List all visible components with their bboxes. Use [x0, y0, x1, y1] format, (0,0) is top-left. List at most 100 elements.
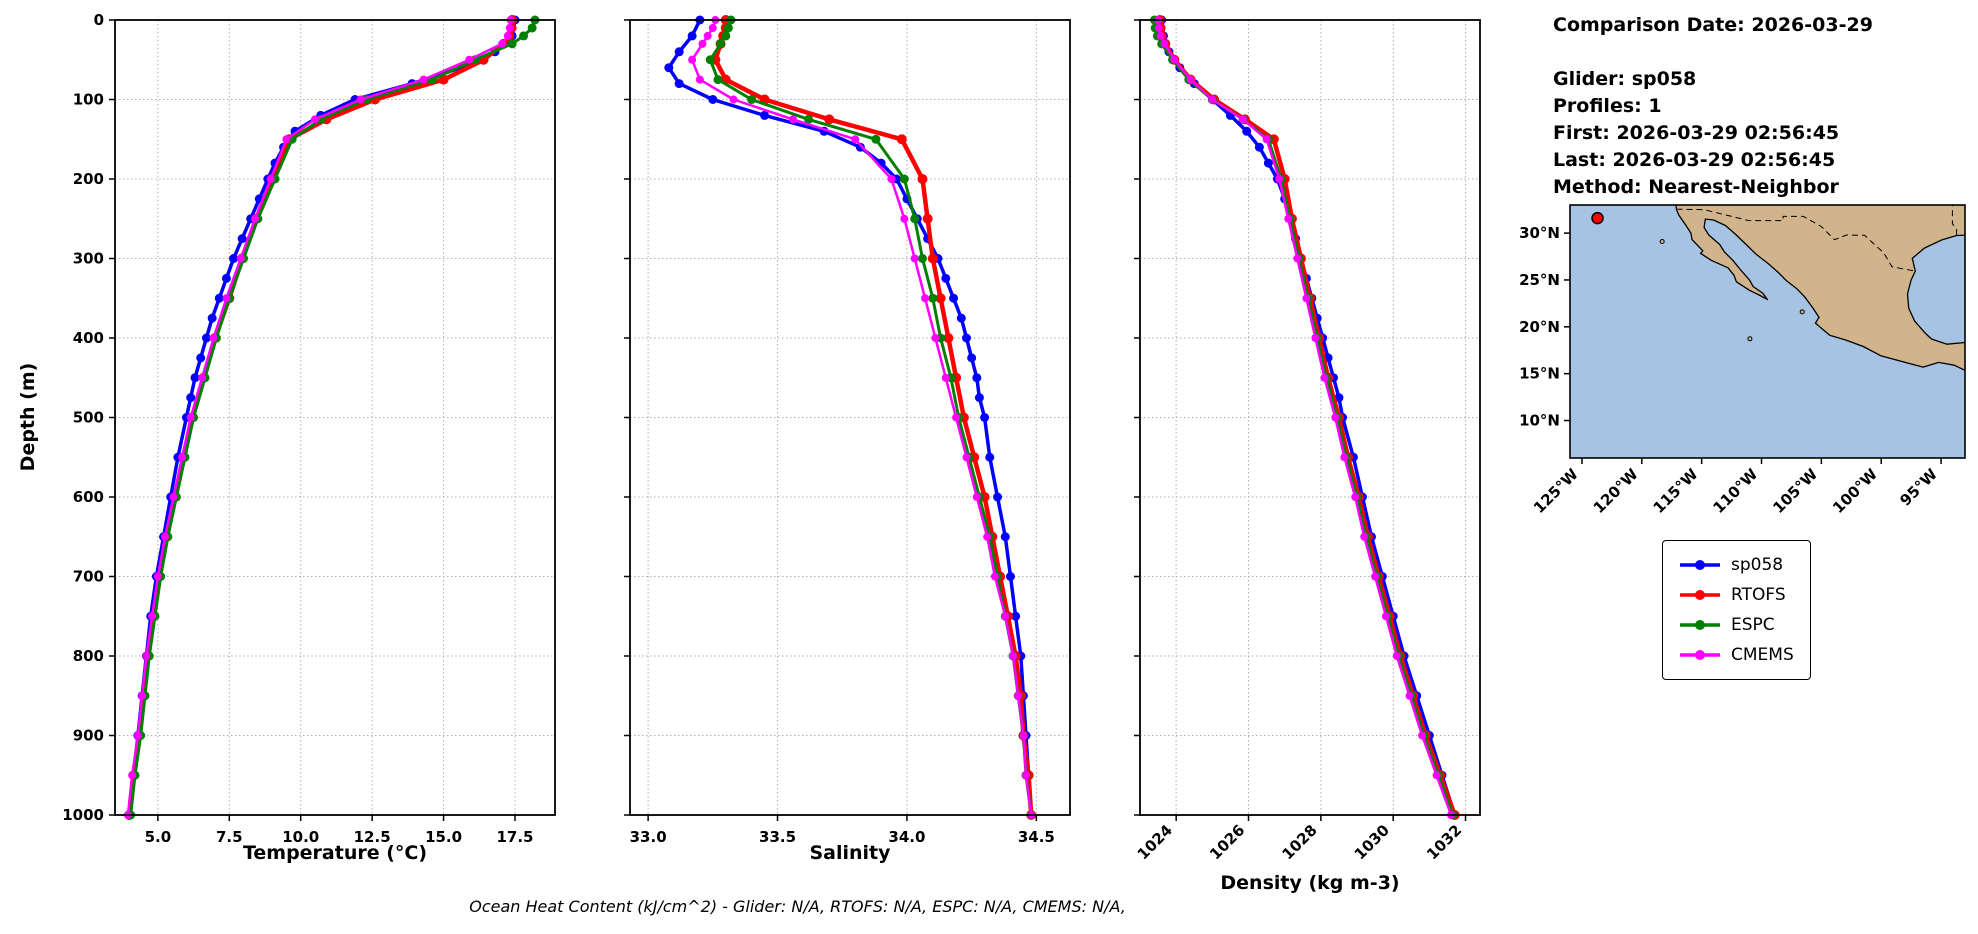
series-sp058-marker [1263, 158, 1273, 168]
x-tick-label: 1032 [1423, 821, 1465, 863]
series-CMEMS-marker [266, 175, 275, 183]
series-CMEMS-marker [1360, 532, 1369, 541]
series-sp058-marker [949, 293, 959, 303]
series-CMEMS-marker [178, 453, 187, 462]
map-island [1799, 309, 1805, 315]
y-tick-label: 900 [73, 727, 104, 745]
series-sp058-marker [186, 393, 196, 403]
series-CMEMS-marker [498, 39, 507, 48]
series-CMEMS-marker [962, 453, 971, 462]
map-y-tick-label: 10°N [1519, 412, 1560, 430]
series-CMEMS-marker [1284, 214, 1293, 223]
series-CMEMS-marker [698, 39, 707, 48]
series-sp058-marker [855, 142, 865, 152]
series-CMEMS-marker [688, 55, 697, 64]
series-CMEMS-marker [1001, 612, 1010, 621]
series-CMEMS-marker [941, 373, 950, 382]
y-tick-label: 600 [73, 488, 104, 506]
series-ESPC-marker [917, 254, 927, 263]
series-sp058-marker [993, 492, 1003, 502]
series-CMEMS-marker [789, 115, 798, 124]
y-tick-label: 1000 [62, 806, 104, 824]
series-sp058-marker [664, 63, 674, 73]
x-tick-label: 10.0 [282, 828, 319, 846]
series-ESPC-marker [721, 31, 731, 41]
series-CMEMS-marker [1432, 771, 1441, 780]
x-tick-label: 34.0 [888, 828, 925, 846]
series-ESPC-marker [899, 174, 909, 184]
map-x-tick-label: 120°W [1590, 465, 1642, 517]
series-CMEMS-marker [1156, 31, 1165, 40]
depth-axis-label: Depth (m) [17, 362, 39, 472]
series-sp058-marker [967, 353, 977, 363]
series-sp058-marker [1254, 142, 1264, 152]
series-CMEMS-marker [1293, 254, 1302, 263]
series-CMEMS-marker [209, 334, 218, 342]
salinity-axis-label: Salinity [809, 842, 891, 864]
map-island [1659, 239, 1665, 245]
x-tick-label: 1024 [1134, 821, 1176, 863]
series-CMEMS-marker [1186, 75, 1195, 84]
series-CMEMS-marker [900, 214, 909, 223]
series-sp058-marker [974, 393, 984, 403]
temperature-axis-label: Temperature (°C) [242, 842, 428, 864]
series-sp058-marker [1000, 532, 1010, 542]
map-island [1747, 336, 1753, 342]
series-CMEMS-marker [1331, 413, 1340, 422]
map-x-tick-label: 125°W [1530, 465, 1582, 517]
legend-label: ESPC [1731, 615, 1775, 635]
series-RTOFS-marker [935, 293, 946, 304]
series-CMEMS-marker [729, 95, 738, 104]
series-CMEMS-marker [1019, 731, 1028, 740]
y-tick-label: 500 [73, 409, 104, 427]
series-CMEMS-marker [1154, 23, 1163, 32]
y-tick-label: 400 [73, 329, 104, 347]
series-CMEMS-marker [153, 572, 162, 581]
series-CMEMS-marker [1392, 652, 1401, 660]
series-CMEMS-marker [1014, 691, 1023, 700]
map-frame [1569, 204, 1966, 459]
legend-swatch-CMEMS [1680, 650, 1720, 660]
series-sp058-marker [985, 452, 995, 462]
legend-item-sp058: sp058 [1679, 550, 1794, 580]
series-CMEMS-marker [921, 294, 930, 303]
series-CMEMS-marker [1405, 691, 1414, 700]
series-CMEMS-marker [931, 334, 940, 342]
series-ESPC-marker [747, 95, 757, 104]
series-CMEMS-marker [1262, 135, 1271, 144]
series-CMEMS-marker [1160, 39, 1169, 48]
series-sp058-marker [1334, 393, 1344, 403]
map-y-tick-label: 25°N [1519, 271, 1560, 289]
series-CMEMS-marker [1381, 612, 1390, 621]
series-CMEMS-marker [198, 373, 207, 382]
series-CMEMS-marker [169, 493, 178, 501]
glider-position-marker [1591, 211, 1604, 225]
x-tick-label: 33.5 [759, 828, 796, 846]
series-ESPC-marker [519, 31, 529, 41]
x-tick-label: 12.5 [354, 828, 391, 846]
legend-item-RTOFS: RTOFS [1679, 580, 1794, 610]
series-sp058-marker [956, 313, 966, 323]
series-RTOFS-marker [917, 174, 928, 184]
series-CMEMS-marker [1009, 652, 1018, 660]
series-CMEMS-marker [1371, 572, 1380, 581]
map-political-border [1951, 205, 1958, 236]
series-sp058-marker [674, 79, 684, 89]
series-CMEMS-marker [851, 135, 860, 144]
legend-label: RTOFS [1731, 585, 1786, 605]
comparison-date-line: Comparison Date: 2026-03-29 [1553, 14, 1873, 36]
legend: sp058 RTOFS ESPC CMEMS [1662, 540, 1811, 680]
series-CMEMS-marker [356, 95, 365, 104]
map-x-tick-label: 100°W [1829, 465, 1881, 517]
series-ESPC-marker [804, 114, 814, 124]
series-CMEMS-marker [419, 75, 428, 84]
map-x-tick-label: 95°W [1896, 465, 1941, 510]
series-CMEMS-marker [990, 572, 999, 581]
series-CMEMS-marker [910, 254, 919, 263]
series-sp058-marker [237, 234, 247, 244]
profiles-line: Profiles: 1 [1553, 94, 1662, 117]
map-x-tick-label: 110°W [1709, 465, 1761, 517]
density-profile-plot: 1024 1026 1028 1030 1032 [1134, 15, 1481, 863]
map-y-tick-label: 15°N [1519, 365, 1560, 383]
series-sp058-marker [207, 313, 217, 323]
